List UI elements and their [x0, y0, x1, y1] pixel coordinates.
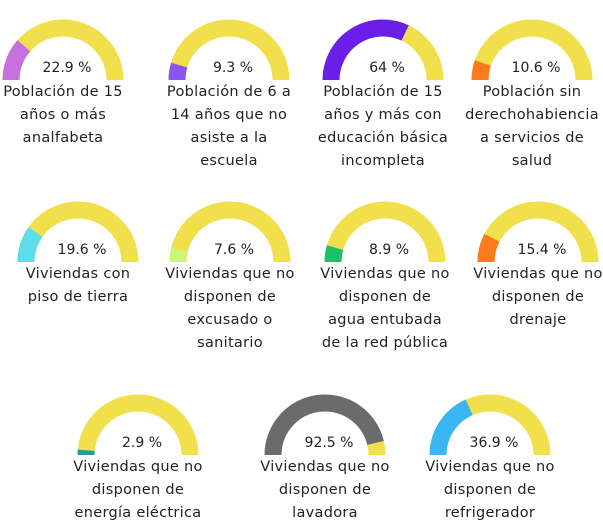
value-label: 19.6 % [58, 242, 107, 258]
value-label: 92.5 % [305, 435, 354, 451]
gauge-value [169, 247, 188, 263]
gauge-title: Población de 6 a 14 años que no asiste a… [166, 84, 292, 169]
gauge-track [77, 394, 199, 456]
value-label: 8.9 % [369, 242, 409, 258]
gauge-title: Población de 15 años o más analfabeta [3, 84, 123, 146]
gauge-value [17, 227, 43, 263]
gauge-title: Población sin derechohabiencia a servici… [465, 84, 599, 169]
gauge-value [477, 233, 500, 263]
gauge-track [168, 19, 290, 81]
gauge-value [429, 399, 473, 456]
gauge-track [471, 19, 593, 81]
gauge-title: Viviendas que no disponen de excusado o … [165, 266, 295, 351]
gauge-title: Viviendas con piso de tierra [25, 266, 131, 305]
value-label: 2.9 % [122, 435, 162, 451]
gauge-title: Viviendas que no disponen de drenaje [473, 266, 603, 328]
gauge-title: Viviendas que no disponen de agua entuba… [320, 266, 450, 351]
gauge-title: Población de 15 años y más con educación… [317, 84, 449, 169]
gauge-value [264, 394, 384, 456]
value-label: 22.9 % [43, 60, 92, 76]
value-label: 9.3 % [213, 60, 253, 76]
gauge-track [169, 201, 291, 263]
gauge-title: Viviendas que no disponen de refrigerado… [425, 459, 555, 521]
gauge-title: Viviendas que no disponen de energía elé… [73, 459, 203, 521]
gauge-value [324, 245, 344, 263]
value-label: 10.6 % [512, 60, 561, 76]
gauge-value [2, 40, 31, 81]
gauge-value [322, 19, 409, 81]
value-label: 36.9 % [470, 435, 519, 451]
gauge-track [324, 201, 446, 263]
gauge-value [168, 62, 188, 81]
gauge-value [471, 60, 491, 81]
value-label: 64 % [369, 60, 405, 76]
gauge-title: Viviendas que no disponen de lavadora [260, 459, 390, 521]
value-label: 7.6 % [214, 242, 254, 258]
value-label: 15.4 % [518, 242, 567, 258]
